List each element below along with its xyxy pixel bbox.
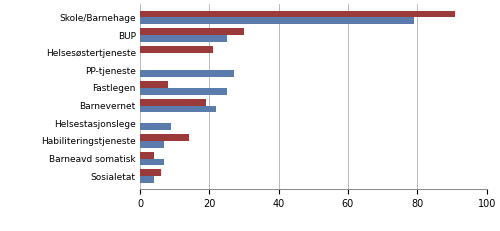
- Bar: [140, 99, 206, 106]
- Bar: [140, 158, 164, 165]
- Bar: [140, 176, 154, 183]
- Bar: [140, 170, 161, 176]
- Bar: [140, 81, 168, 88]
- Bar: [140, 106, 216, 112]
- Bar: [140, 70, 234, 77]
- Bar: [140, 123, 171, 130]
- Bar: [140, 141, 164, 148]
- Bar: [140, 152, 154, 158]
- Bar: [140, 17, 414, 24]
- Bar: [140, 88, 226, 95]
- Bar: [140, 11, 456, 17]
- Bar: [140, 134, 188, 141]
- Bar: [140, 35, 226, 42]
- Bar: [140, 46, 213, 53]
- Bar: [140, 28, 244, 35]
